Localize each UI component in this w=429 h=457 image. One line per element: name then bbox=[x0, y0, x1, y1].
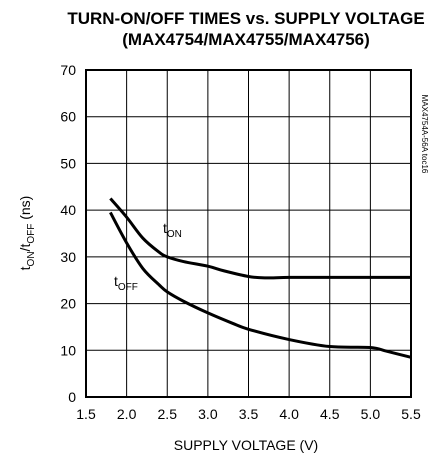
x-tick-label: 5.0 bbox=[361, 406, 381, 422]
y-tick-label: 70 bbox=[60, 62, 76, 78]
series-label-toff: tOFF bbox=[114, 273, 138, 293]
series-label-ton: tON bbox=[163, 220, 182, 240]
x-tick-label: 3.0 bbox=[198, 406, 218, 422]
y-tick-label: 40 bbox=[60, 202, 76, 218]
series-line-toff bbox=[109, 211, 412, 359]
x-tick-label: 2.0 bbox=[117, 406, 137, 422]
y-tick-label: 0 bbox=[68, 389, 76, 405]
grid bbox=[86, 70, 411, 397]
x-tick-label: 4.0 bbox=[279, 406, 299, 422]
x-tick-labels: 1.5 2.0 2.5 3.0 3.5 4.0 4.5 5.0 5.5 bbox=[76, 406, 421, 422]
side-label: MAX4754A-56A toc16 bbox=[420, 95, 429, 174]
y-tick-label: 20 bbox=[60, 296, 76, 312]
x-tick-label: 3.5 bbox=[239, 406, 259, 422]
y-tick-label: 30 bbox=[60, 249, 76, 265]
plot-frame bbox=[85, 69, 412, 398]
y-axis-label: tON/tOFF (ns) bbox=[17, 196, 37, 271]
chart-subtitle: (MAX4754/MAX4755/MAX4756) bbox=[122, 30, 370, 49]
y-tick-label: 60 bbox=[60, 109, 76, 125]
y-tick-labels: 0 10 20 30 40 50 60 70 bbox=[60, 62, 76, 405]
series-line-ton bbox=[109, 197, 411, 280]
x-tick-label: 4.5 bbox=[320, 406, 340, 422]
y-tick-label: 10 bbox=[60, 342, 76, 358]
chart-title: TURN-ON/OFF TIMES vs. SUPPLY VOLTAGE bbox=[67, 9, 424, 28]
x-axis-label: SUPPLY VOLTAGE (V) bbox=[174, 437, 318, 453]
x-tick-label: 2.5 bbox=[158, 406, 178, 422]
y-tick-label: 50 bbox=[60, 155, 76, 171]
x-tick-label: 1.5 bbox=[76, 406, 96, 422]
series-lines bbox=[109, 197, 412, 359]
x-tick-label: 5.5 bbox=[401, 406, 421, 422]
